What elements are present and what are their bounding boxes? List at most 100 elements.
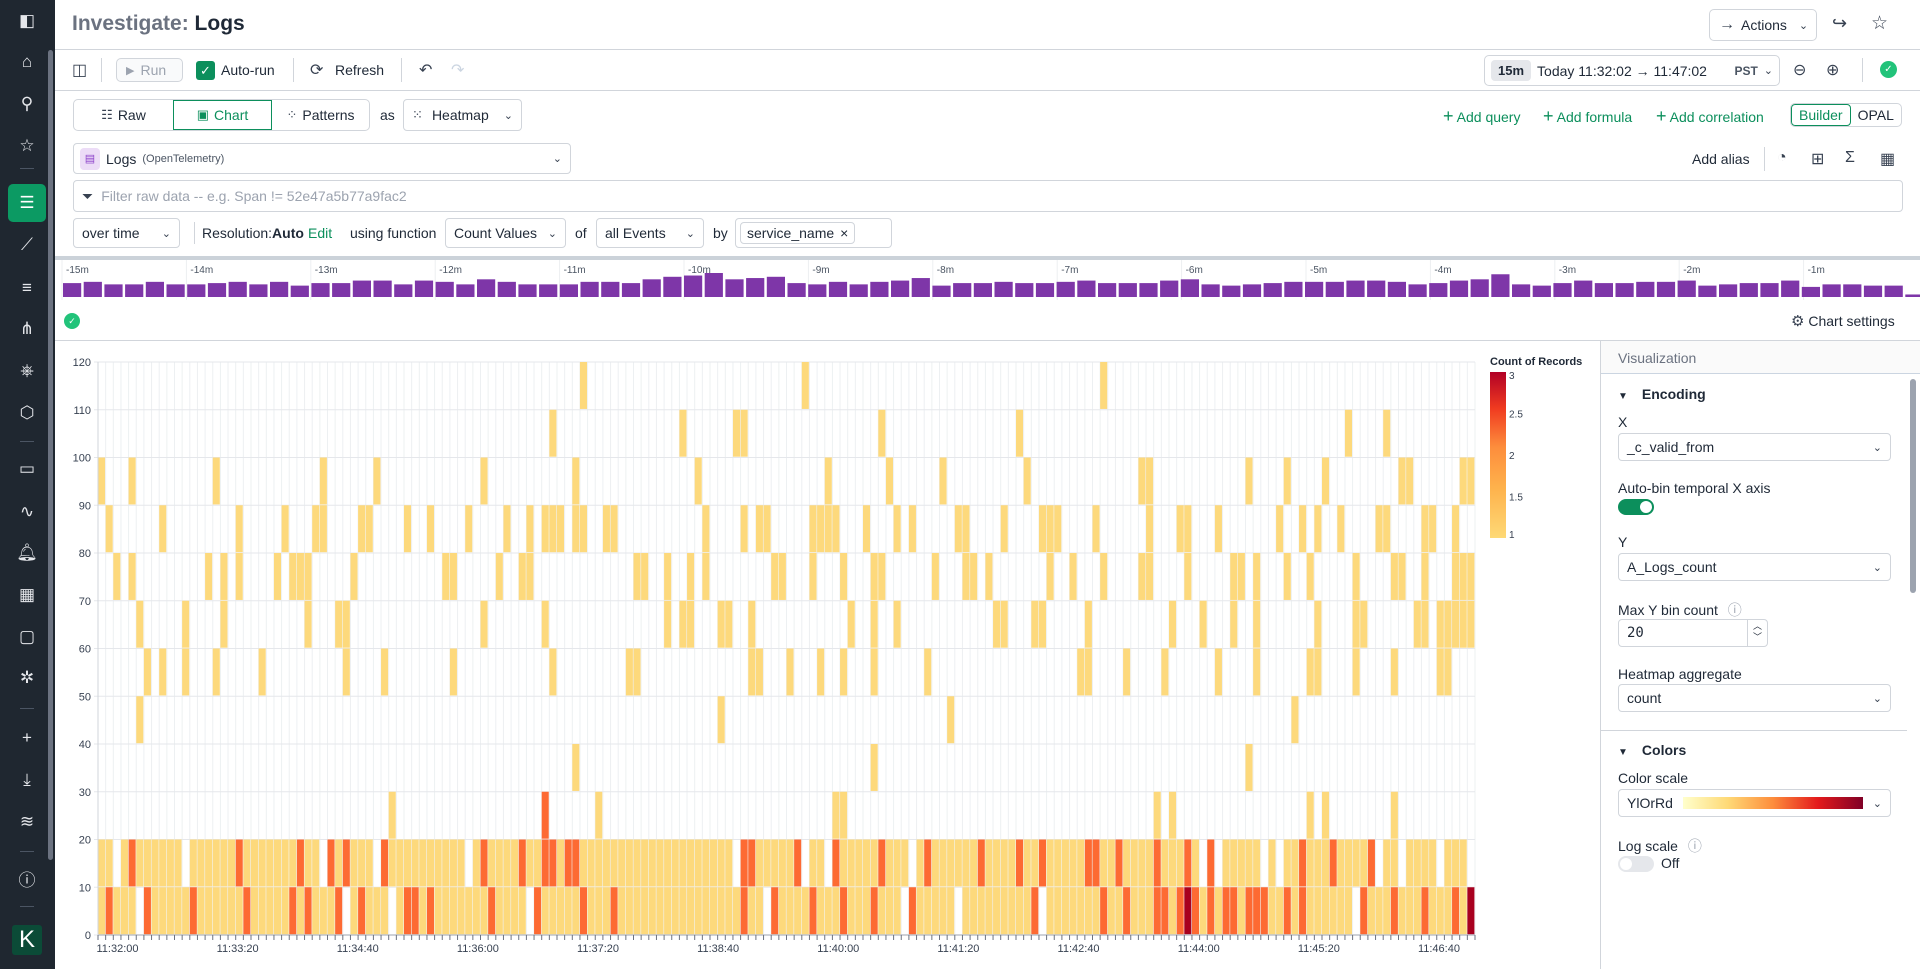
- events-select[interactable]: all Events ⌄: [596, 218, 704, 248]
- over-time-select[interactable]: over time ⌄: [73, 218, 180, 248]
- mode-builder[interactable]: Builder: [1791, 104, 1851, 126]
- histogram-strip[interactable]: -15m -14m -13m -12m -11m -10m -9m -8m -7m -6m -5m -…: [55, 260, 1920, 300]
- heatmap-cell: [916, 839, 924, 887]
- trace-icon[interactable]: ≡: [22, 278, 32, 297]
- tab-patterns[interactable]: ⁘ Patterns: [272, 100, 369, 130]
- toggle-panel-icon[interactable]: ◫: [72, 62, 88, 79]
- actions-button[interactable]: → Actions ⌄: [1709, 9, 1817, 41]
- heatmap-cell: [1138, 887, 1146, 935]
- heatmap-cell: [1054, 887, 1062, 935]
- y-tick-label: 10: [79, 882, 91, 894]
- heatmap-cell: [1138, 457, 1146, 505]
- heatmap-cell: [296, 887, 304, 935]
- heatmap-cell: [1314, 887, 1322, 935]
- info-icon[interactable]: ⓘ: [1687, 838, 1702, 854]
- remove-chip-icon[interactable]: ×: [840, 225, 849, 241]
- search-icon[interactable]: ⚲: [20, 94, 34, 113]
- plus-icon[interactable]: +: [22, 728, 32, 747]
- layers-icon[interactable]: ≋: [19, 812, 35, 831]
- function-select[interactable]: Count Values ⌄: [445, 218, 566, 248]
- x-tick-label: 11:34:40: [337, 943, 379, 955]
- kubernetes-icon[interactable]: ⎈: [20, 361, 34, 380]
- filter-input[interactable]: ⏷ Filter raw data -- e.g. Span != 52e47a…: [73, 180, 1903, 212]
- log-explorer-icon[interactable]: ☰: [8, 184, 46, 222]
- heatmap-cell: [1230, 600, 1238, 648]
- histogram-bar: [1305, 281, 1324, 297]
- timezone[interactable]: PST: [1734, 63, 1758, 78]
- heatmap-cell: [579, 839, 587, 887]
- sidebar-scrollbar[interactable]: [48, 50, 53, 860]
- ingest-icon[interactable]: ⤓: [23, 770, 31, 789]
- histogram-bar: [1636, 281, 1655, 297]
- histogram-bar: [1367, 280, 1386, 297]
- add-table-icon[interactable]: ▦: [1880, 151, 1896, 168]
- add-correlation-button[interactable]: + Add correlation: [1656, 106, 1764, 127]
- metrics-icon[interactable]: ⟋: [21, 235, 33, 254]
- heatmap-cell: [1031, 600, 1039, 648]
- stepper-icon[interactable]: ︿ ﹀: [1747, 620, 1767, 646]
- log-scale-toggle[interactable]: [1618, 856, 1654, 872]
- collapse-panel-icon[interactable]: ◧: [18, 11, 36, 30]
- star-icon[interactable]: ☆: [19, 136, 35, 155]
- heatmap-cell: [518, 553, 526, 600]
- home-icon[interactable]: ⌂: [21, 52, 33, 71]
- service-map-icon[interactable]: ⋔: [19, 319, 35, 338]
- heatmap-chart[interactable]: 0 10 20 30 40 50 60 70 80 90 100 110 120 11:32:00 11:3…: [55, 341, 1600, 969]
- refresh-icon[interactable]: ⟳: [310, 62, 324, 79]
- patterns-icon: ⁘: [286, 107, 298, 122]
- run-button[interactable]: ▶ Run: [116, 58, 183, 82]
- star-icon[interactable]: ☆: [1871, 13, 1889, 34]
- add-formula-button[interactable]: + Add formula: [1543, 106, 1632, 127]
- add-panel-icon[interactable]: ⊞: [1811, 151, 1825, 168]
- auto-run-checkbox[interactable]: ✓: [196, 61, 215, 80]
- x-field-select[interactable]: _c_valid_from ⌄: [1618, 433, 1891, 461]
- heatmap-cell: [1459, 839, 1467, 887]
- heatmap-cell: [648, 839, 656, 887]
- panel-icon[interactable]: ▢: [18, 627, 36, 646]
- group-by-input[interactable]: service_name ×: [735, 218, 892, 248]
- panel-scrollbar[interactable]: [1910, 379, 1916, 593]
- dashboard-icon[interactable]: ▭: [18, 459, 36, 478]
- bell-icon[interactable]: 🔔︎: [16, 543, 38, 562]
- workspace-logo[interactable]: K: [12, 925, 42, 955]
- max-y-bin-input[interactable]: 20 ︿ ﹀: [1618, 619, 1768, 647]
- heatmap-cell: [962, 505, 970, 553]
- color-scale-select[interactable]: YlOrRd ⌄: [1618, 789, 1891, 817]
- tab-raw[interactable]: ☷ Raw: [74, 100, 173, 130]
- cube-search-icon[interactable]: ⬡: [19, 403, 35, 422]
- heatmap-cell: [985, 553, 993, 600]
- sigma-icon[interactable]: Σ: [1845, 149, 1855, 166]
- network-icon[interactable]: ✲: [19, 668, 35, 687]
- chart-settings-button[interactable]: ⚙ Chart settings: [1791, 312, 1895, 330]
- redo-icon[interactable]: ↷: [451, 62, 465, 79]
- monitor-icon[interactable]: ∿: [19, 502, 35, 521]
- time-range-picker[interactable]: 15m Today 11:32:02 → 11:47:02 PST ⌄: [1484, 55, 1780, 86]
- share-icon[interactable]: ↪: [1832, 13, 1848, 33]
- zoom-out-icon[interactable]: ⊖: [1793, 62, 1807, 79]
- add-query-button[interactable]: + Add query: [1443, 106, 1520, 127]
- info-icon[interactable]: ⓘ: [1727, 602, 1742, 618]
- heatmap-cell: [717, 887, 725, 935]
- heatmap-cell: [541, 887, 549, 935]
- histogram-tick-label: -11m: [564, 265, 586, 276]
- dataset-select[interactable]: ▤ Logs (OpenTelemetry) ⌄: [73, 143, 571, 174]
- encoding-section-toggle[interactable]: ▼ Encoding: [1618, 386, 1706, 402]
- auto-run-label[interactable]: Auto-run: [221, 62, 275, 78]
- heatmap-cell: [1100, 839, 1108, 887]
- agg-select[interactable]: count ⌄: [1618, 684, 1891, 712]
- help-icon[interactable]: ⓘ: [18, 870, 36, 890]
- viz-type-select[interactable]: ⁙ Heatmap ⌄: [403, 99, 522, 131]
- refresh-button[interactable]: Refresh: [335, 62, 385, 78]
- heatmap-cell: [786, 839, 794, 887]
- colors-section-toggle[interactable]: ▼ Colors: [1618, 742, 1686, 758]
- undo-icon[interactable]: ↶: [419, 62, 433, 79]
- grid-icon[interactable]: ▦: [18, 585, 36, 604]
- y-field-select[interactable]: A_Logs_count ⌄: [1618, 553, 1891, 581]
- tab-chart[interactable]: ▣ Chart: [173, 100, 272, 130]
- edit-resolution-link[interactable]: Edit: [308, 225, 333, 241]
- auto-bin-toggle[interactable]: [1618, 499, 1654, 515]
- add-alias-button[interactable]: Add alias: [1692, 151, 1750, 167]
- zoom-in-icon[interactable]: ⊕: [1826, 62, 1840, 79]
- mode-opal[interactable]: OPAL: [1857, 107, 1894, 123]
- timeshift-icon[interactable]: ◔: [1777, 149, 1787, 166]
